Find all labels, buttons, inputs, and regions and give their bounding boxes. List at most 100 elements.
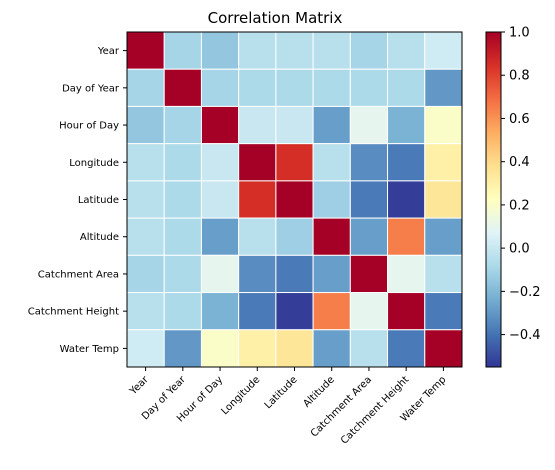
heatmap-cell bbox=[163, 105, 202, 145]
heatmap-cell bbox=[312, 254, 351, 294]
heatmap-cell bbox=[424, 105, 463, 145]
heatmap-cell bbox=[387, 217, 426, 256]
colorbar-tick-label: 0.8 bbox=[509, 69, 530, 84]
y-tick-label: Catchment Area bbox=[38, 269, 119, 280]
heatmap-cell bbox=[126, 68, 165, 107]
heatmap-cell bbox=[238, 68, 277, 107]
heatmap-cell bbox=[424, 31, 463, 70]
heatmap-cell bbox=[424, 180, 463, 219]
y-tick-label: Day of Year bbox=[62, 83, 120, 94]
heatmap-cell bbox=[349, 180, 389, 219]
heatmap-cell bbox=[387, 292, 426, 331]
x-tick-label: Year bbox=[127, 374, 151, 398]
heatmap-cell bbox=[238, 329, 277, 368]
heatmap-cell bbox=[126, 31, 165, 70]
heatmap-cell bbox=[163, 217, 202, 256]
colorbar-tick-label: 0.0 bbox=[509, 242, 530, 257]
heatmap-cell bbox=[163, 68, 202, 107]
chart-title: Correlation Matrix bbox=[208, 9, 343, 27]
heatmap-cell bbox=[163, 292, 202, 331]
heatmap-cell bbox=[275, 329, 314, 368]
heatmap-cell bbox=[200, 329, 240, 368]
heatmap-cell bbox=[126, 254, 165, 294]
heatmap-cell bbox=[238, 105, 277, 145]
heatmap-cell bbox=[387, 31, 426, 70]
heatmap-cell bbox=[275, 254, 314, 294]
heatmap-cell bbox=[424, 292, 463, 331]
heatmap-cell bbox=[312, 180, 351, 219]
heatmap-cell bbox=[238, 292, 277, 331]
colorbar-tick-label: 1.0 bbox=[509, 26, 530, 41]
heatmap-cell bbox=[200, 292, 240, 331]
colorbar-ticks: −0.4 −0.2 0.0 0.2 0.4 0.6 0.8 1.0 bbox=[501, 26, 541, 343]
heatmap-cell bbox=[349, 105, 389, 145]
colorbar-tick-label: −0.2 bbox=[509, 285, 541, 300]
heatmap-cell bbox=[387, 143, 426, 182]
heatmap-cell bbox=[163, 329, 202, 368]
x-tick-label: Catchment Height bbox=[339, 374, 411, 446]
heatmap-cell bbox=[349, 254, 389, 294]
colorbar bbox=[485, 31, 502, 368]
heatmap-cell bbox=[424, 329, 463, 368]
heatmap-cell bbox=[275, 31, 314, 70]
heatmap-cell bbox=[349, 68, 389, 107]
heatmap-cell bbox=[275, 143, 314, 182]
heatmap-cell bbox=[312, 217, 351, 256]
heatmap-cell bbox=[424, 217, 463, 256]
heatmap-cell bbox=[275, 292, 314, 331]
heatmap-cell bbox=[275, 68, 314, 107]
x-tick-label: Latitude bbox=[263, 374, 300, 411]
heatmap-cell bbox=[424, 143, 463, 182]
heatmap-cell bbox=[126, 329, 165, 368]
heatmap-cell bbox=[349, 31, 389, 70]
heatmap-cell bbox=[126, 292, 165, 331]
heatmap-cell bbox=[163, 180, 202, 219]
colorbar-tick-label: −0.4 bbox=[509, 328, 541, 343]
x-tick-label: Longitude bbox=[219, 374, 262, 417]
heatmap-cell bbox=[349, 292, 389, 331]
y-tick-label: Longitude bbox=[69, 158, 119, 169]
heatmap-cell bbox=[163, 254, 202, 294]
heatmap-cell bbox=[424, 254, 463, 294]
heatmap-cell bbox=[200, 105, 240, 145]
heatmap-cell bbox=[424, 68, 463, 107]
heatmap-cell bbox=[312, 68, 351, 107]
x-tick-label: Altitude bbox=[301, 374, 336, 409]
heatmap-cell bbox=[312, 329, 351, 368]
colorbar-tick-label: 0.4 bbox=[509, 155, 530, 170]
heatmap-cell bbox=[238, 143, 277, 182]
heatmap-cell bbox=[387, 105, 426, 145]
heatmap-cell bbox=[200, 68, 240, 107]
heatmap-cell bbox=[126, 217, 165, 256]
heatmap-cell bbox=[387, 329, 426, 368]
colorbar-tick-label: 0.2 bbox=[509, 198, 530, 213]
heatmap-cell bbox=[312, 105, 351, 145]
heatmap-cell bbox=[126, 180, 165, 219]
heatmap-cell bbox=[387, 180, 426, 219]
heatmap-cell bbox=[238, 254, 277, 294]
y-tick-label: Catchment Height bbox=[28, 307, 119, 318]
y-tick-label: Year bbox=[97, 46, 120, 57]
heatmap-cell bbox=[126, 143, 165, 182]
y-axis-ticks: Year Day of Year Hour of Day Longitude Latit… bbox=[28, 46, 127, 355]
heatmap-cell bbox=[349, 143, 389, 182]
heatmap-cell bbox=[312, 292, 351, 331]
heatmap-cell bbox=[312, 31, 351, 70]
heatmap-cell bbox=[163, 143, 202, 182]
y-tick-label: Water Temp bbox=[60, 344, 119, 355]
heatmap-cell bbox=[200, 31, 240, 70]
heatmap-cell bbox=[275, 217, 314, 256]
heatmap-cell bbox=[275, 180, 314, 219]
heatmap-cell bbox=[238, 180, 277, 219]
heatmap-cell bbox=[312, 143, 351, 182]
heatmap-cell bbox=[126, 105, 165, 145]
heatmap-cell bbox=[238, 217, 277, 256]
heatmap-cell bbox=[275, 105, 314, 145]
heatmap-cell bbox=[349, 329, 389, 368]
heatmap-cell bbox=[163, 31, 202, 70]
y-tick-label: Altitude bbox=[80, 232, 119, 243]
heatmap-cell bbox=[200, 217, 240, 256]
heatmap-cell bbox=[387, 254, 426, 294]
